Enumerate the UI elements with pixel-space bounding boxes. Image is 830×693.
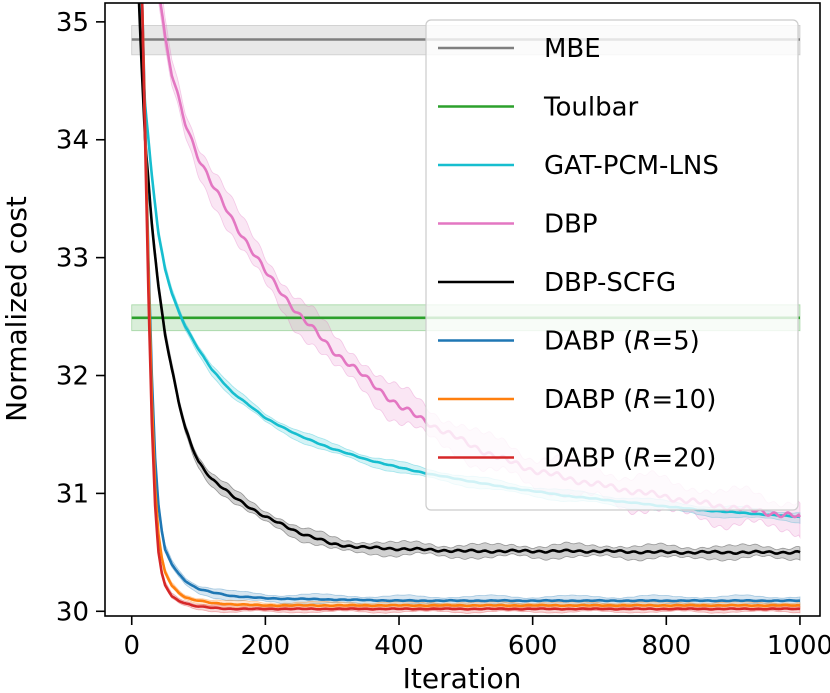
legend-label-dabp-r-5: DABP (R=5) <box>544 327 700 357</box>
x-axis-label: Iteration <box>403 662 522 693</box>
x-tick-label: 0 <box>123 631 140 661</box>
y-tick-label: 32 <box>56 362 89 392</box>
legend-label-dabp-r-20: DABP (R=20) <box>544 444 716 474</box>
series-line-dabp-r-5 <box>140 3 800 603</box>
legend-box <box>425 19 799 511</box>
legend-label-mbe: MBE <box>544 34 601 64</box>
band-dbp-scfg <box>138 3 801 562</box>
x-tick-label: 400 <box>374 631 424 661</box>
x-tick-label: 1000 <box>767 631 830 661</box>
y-tick-label: 31 <box>56 479 89 509</box>
legend-label-dbp: DBP <box>544 210 598 240</box>
x-tick-label: 600 <box>508 631 558 661</box>
band-dabp-r-5 <box>141 3 801 607</box>
band-dabp-r-20 <box>141 3 801 614</box>
x-axis: 0 200 400 600 800 1000 <box>123 616 830 661</box>
legend-label-toulbar: Toulbar <box>543 93 639 123</box>
legend-label-dbp-scfg: DBP-SCFG <box>544 268 676 298</box>
y-tick-label: 30 <box>56 597 89 627</box>
series-line-dbp-scfg <box>137 3 801 555</box>
legend-label-gat-pcm-lns: GAT-PCM-LNS <box>544 151 719 181</box>
x-tick-label: 200 <box>241 631 291 661</box>
band-gat-pcm-lns <box>138 3 801 524</box>
y-tick-label: 35 <box>56 8 89 38</box>
legend-label-dabp-r-10: DABP (R=10) <box>544 385 716 415</box>
series-line-dabp-r-20 <box>140 3 801 611</box>
x-tick-label: 800 <box>641 631 691 661</box>
plot-area-frame <box>104 2 821 617</box>
y-tick-label: 33 <box>56 244 89 274</box>
y-axis: 30 31 32 33 34 35 <box>56 8 105 627</box>
y-axis-label: Normalized cost <box>0 196 33 422</box>
legend: MBE Toulbar GAT-PCM-LNS DBP DBP-SCFG DABP (R=… <box>425 19 799 511</box>
series-line-dabp-r-10 <box>140 3 801 608</box>
y-tick-label: 34 <box>56 126 89 156</box>
